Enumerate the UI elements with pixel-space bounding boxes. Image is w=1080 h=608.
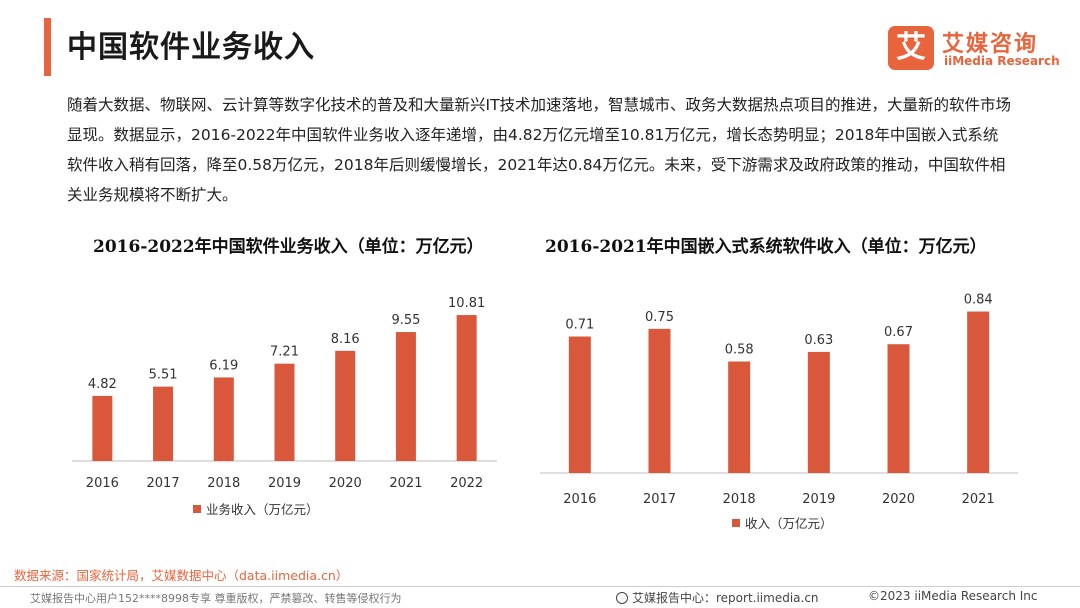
data-label-2018: 0.58 xyxy=(725,343,754,358)
legend-label: 业务收入（万亿元） xyxy=(206,502,319,517)
data-label-2019: 7.21 xyxy=(270,345,299,360)
x-tick-label-2016: 2016 xyxy=(86,476,119,491)
data-label-2020: 8.16 xyxy=(331,332,360,347)
bar-2016 xyxy=(568,336,591,473)
bar-2021 xyxy=(395,332,416,461)
globe-icon xyxy=(616,592,628,604)
x-tick-label-2019: 2019 xyxy=(802,492,835,507)
footer-divider xyxy=(0,586,1080,587)
x-tick-label-2017: 2017 xyxy=(147,476,180,491)
bar-2022 xyxy=(456,315,477,461)
footer-report-center: 艾媒报告中心：report.iimedia.cn xyxy=(616,589,819,606)
chart-title-embedded-revenue: 2016-2021年中国嵌入式系统软件收入（单位：万亿元） xyxy=(545,237,987,257)
bar-2017 xyxy=(648,328,671,473)
chart-title-software-revenue: 2016-2022年中国软件业务收入（单位：万亿元） xyxy=(93,237,484,257)
data-label-2018: 6.19 xyxy=(209,358,238,373)
bar-2016 xyxy=(92,395,113,461)
x-tick-label-2017: 2017 xyxy=(643,492,676,507)
x-tick-label-2022: 2022 xyxy=(450,476,483,491)
x-tick-label-2016: 2016 xyxy=(563,492,596,507)
data-label-2022: 10.81 xyxy=(448,296,485,311)
logo-mark-icon: 艾 xyxy=(888,26,934,70)
iimedia-logo: 艾 艾媒咨询 iiMedia Research xyxy=(888,26,1068,72)
title-accent-bar xyxy=(44,18,51,76)
logo-english-name: iiMedia Research xyxy=(944,54,1060,68)
data-label-2021: 0.84 xyxy=(964,293,993,308)
x-tick-label-2021: 2021 xyxy=(389,476,422,491)
bar-2018 xyxy=(728,361,751,473)
data-label-2019: 0.63 xyxy=(804,333,833,348)
data-label-2017: 0.75 xyxy=(645,310,674,325)
bar-2020 xyxy=(335,350,356,461)
bar-2019 xyxy=(274,363,295,461)
page-title: 中国软件业务收入 xyxy=(67,30,315,65)
bar-2021 xyxy=(967,311,990,473)
footer-company: ©2023 iiMedia Research Inc xyxy=(868,589,1038,603)
x-tick-label-2020: 2020 xyxy=(882,492,915,507)
bar-2020 xyxy=(887,344,910,473)
legend-swatch xyxy=(193,505,201,513)
legend-swatch xyxy=(732,519,740,527)
data-label-2020: 0.67 xyxy=(884,325,913,340)
data-source-note: 数据来源：国家统计局，艾媒数据中心（data.iimedia.cn） xyxy=(14,568,349,583)
logo-chinese-name: 艾媒咨询 xyxy=(942,32,1039,57)
x-tick-label-2020: 2020 xyxy=(329,476,362,491)
x-tick-label-2018: 2018 xyxy=(723,492,756,507)
software-revenue-bar-chart: 4.82 2016 5.51 2017 6.19 2018 7.21 2019 8.16 2020… xyxy=(72,296,497,517)
x-tick-label-2019: 2019 xyxy=(268,476,301,491)
bar-2018 xyxy=(213,377,234,461)
x-tick-label-2021: 2021 xyxy=(962,492,995,507)
x-tick-label-2018: 2018 xyxy=(207,476,240,491)
data-label-2017: 5.51 xyxy=(149,368,178,383)
embedded-revenue-bar-chart: 0.71 2016 0.75 2017 0.58 2018 0.63 2019 0.67 2020… xyxy=(540,293,1018,531)
bar-2017 xyxy=(153,386,174,461)
footer-copyright-notice: 艾媒报告中心用户152****8998专享 尊重版权，严禁篡改、转售等侵权行为 xyxy=(30,592,402,605)
intro-paragraph: 随着大数据、物联网、云计算等数字化技术的普及和大量新兴IT技术加速落地，智慧城市… xyxy=(67,96,1012,204)
legend-label: 收入（万亿元） xyxy=(745,516,833,531)
data-label-2021: 9.55 xyxy=(391,313,420,328)
data-label-2016: 0.71 xyxy=(565,318,594,333)
data-label-2016: 4.82 xyxy=(88,377,117,392)
footer-report-center-text: 艾媒报告中心：report.iimedia.cn xyxy=(632,591,819,605)
bar-2019 xyxy=(807,351,830,473)
